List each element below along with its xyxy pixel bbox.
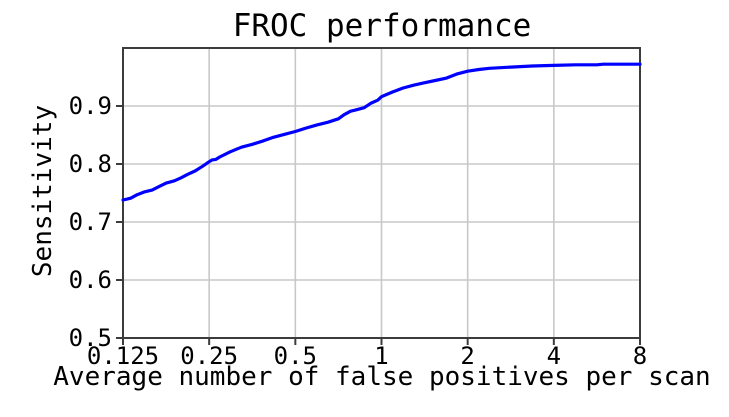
x-tick-label: 0.125 <box>86 342 160 370</box>
x-tick-label: 1 <box>374 342 389 370</box>
x-tick-label: 4 <box>546 342 562 370</box>
chart-title: FROC performance <box>232 8 532 44</box>
x-tick-label: 2 <box>460 342 475 370</box>
y-axis-label: Sensitivity <box>28 104 58 278</box>
x-tick-label: 0.25 <box>180 342 239 370</box>
y-tick-label: 0.9 <box>68 92 112 120</box>
y-tick-label: 0.7 <box>68 208 112 236</box>
x-tick-label: 8 <box>632 342 648 370</box>
x-tick-label: 0.5 <box>273 342 318 370</box>
y-tick-label: 0.5 <box>68 324 112 352</box>
x-axis-label: Average number of false positives per sc… <box>53 362 711 392</box>
froc-curve <box>121 62 642 202</box>
y-tick-label: 0.8 <box>68 150 112 178</box>
y-tick-label: 0.6 <box>68 266 112 294</box>
